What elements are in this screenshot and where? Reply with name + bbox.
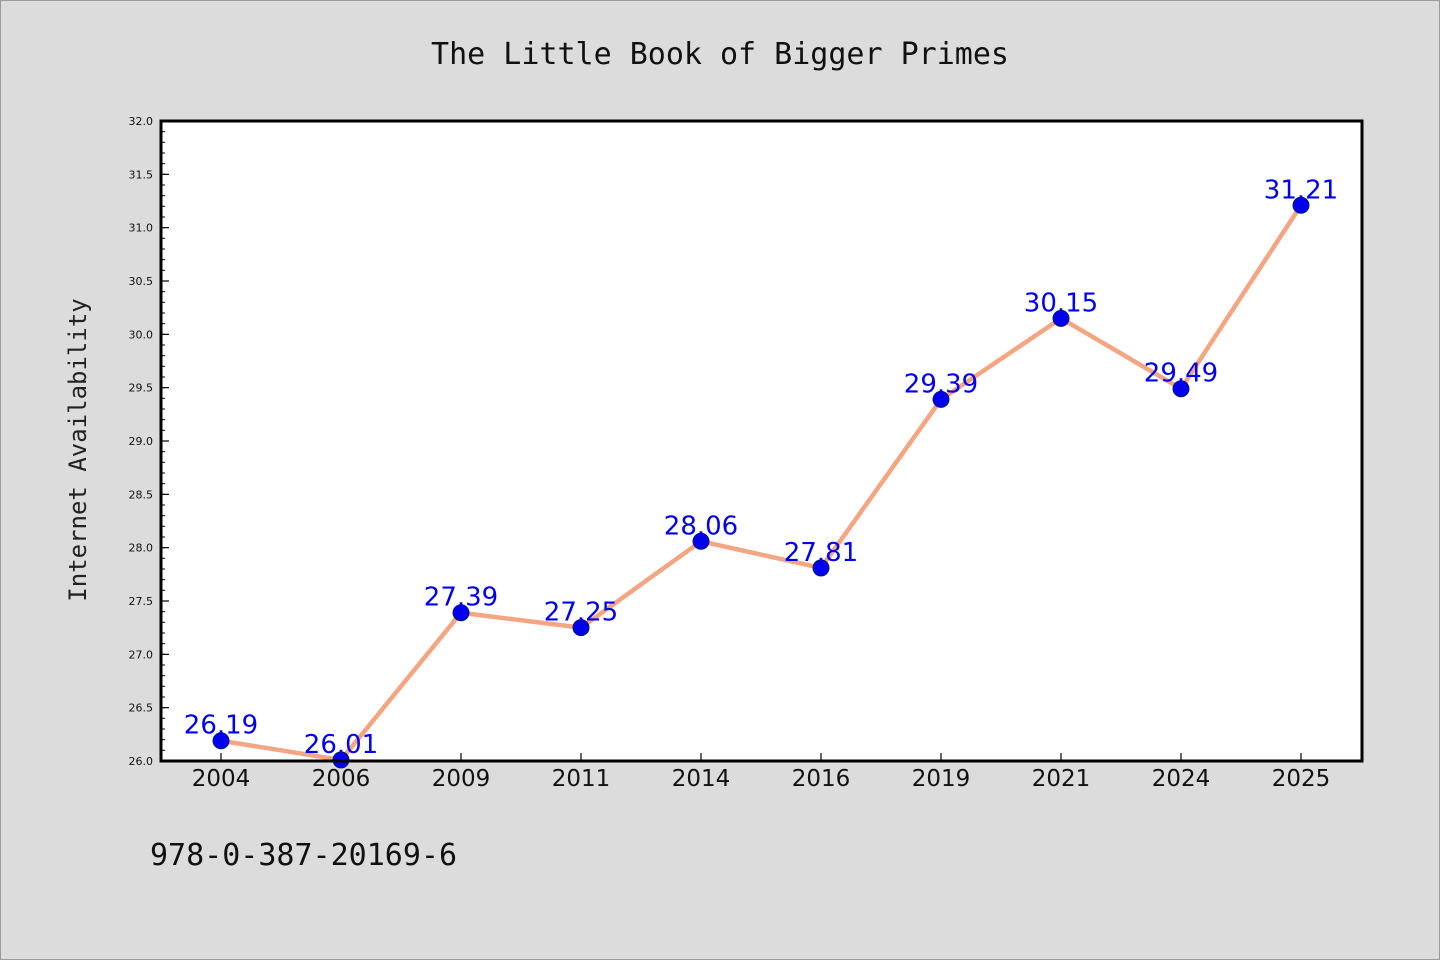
x-tick-label: 2009 (432, 766, 491, 792)
plot-area (161, 121, 1362, 761)
data-label: 27.39 (424, 583, 498, 613)
x-tick-label: 2019 (912, 766, 971, 792)
y-tick-label: 26.5 (129, 702, 154, 715)
chart-title: The Little Book of Bigger Primes (431, 37, 1009, 72)
data-point (452, 604, 470, 622)
y-tick-label: 30.5 (129, 275, 154, 288)
plot-frame (159, 119, 1364, 763)
data-label: 31.21 (1264, 175, 1338, 205)
y-tick-label: 32.0 (129, 115, 154, 128)
x-tick-label: 2011 (552, 766, 611, 792)
isbn-annotation: 978-0-387-20169-6 (150, 838, 457, 873)
series-group: 26.19 26.01 27.39 27.25 28.06 27.81 29.39 30.15… (184, 175, 1338, 769)
data-point (1052, 309, 1070, 327)
y-tick-label: 28.5 (129, 488, 154, 501)
x-tick-label: 2004 (192, 766, 251, 792)
y-axis-label: Internet Availability (64, 298, 92, 601)
x-tick-label: 2014 (672, 766, 731, 792)
y-tick-label: 26.0 (129, 755, 154, 768)
data-label: 27.81 (784, 538, 858, 568)
y-tick-label: 28.0 (129, 542, 154, 555)
y-tick-label: 30.0 (129, 328, 154, 341)
data-point (572, 619, 590, 637)
data-point (212, 732, 230, 750)
data-label: 29.49 (1144, 359, 1218, 389)
series-line (220, 204, 1303, 763)
data-label: 26.01 (304, 730, 378, 760)
x-tick-label: 2025 (1272, 766, 1331, 792)
x-tick-label: 2016 (792, 766, 851, 792)
x-axis: 2004 2006 2009 2011 2014 2016 2019 2021 2024 2025 (192, 753, 1331, 792)
data-point (812, 559, 830, 577)
data-label: 26.19 (184, 711, 258, 741)
y-tick-label: 31.5 (129, 168, 154, 181)
data-label: 28.06 (664, 511, 738, 541)
y-axis: 26.0 26.5 27.0 27.5 28.0 28.5 29.0 29.5 30.0 30.5… (129, 115, 169, 768)
data-point (932, 390, 950, 408)
y-tick-label: 27.0 (129, 648, 154, 661)
data-label: 30.15 (1024, 288, 1098, 318)
data-point (692, 532, 710, 550)
data-point (1292, 196, 1310, 214)
x-tick-label: 2021 (1032, 766, 1091, 792)
y-tick-label: 27.5 (129, 595, 154, 608)
y-tick-label: 29.0 (129, 435, 154, 448)
data-label: 29.39 (904, 369, 978, 399)
data-label: 27.25 (544, 598, 618, 628)
y-tick-label: 31.0 (129, 222, 154, 235)
x-tick-label: 2006 (312, 766, 371, 792)
data-point (1172, 380, 1190, 398)
x-tick-label: 2024 (1152, 766, 1211, 792)
y-tick-label: 29.5 (129, 382, 154, 395)
